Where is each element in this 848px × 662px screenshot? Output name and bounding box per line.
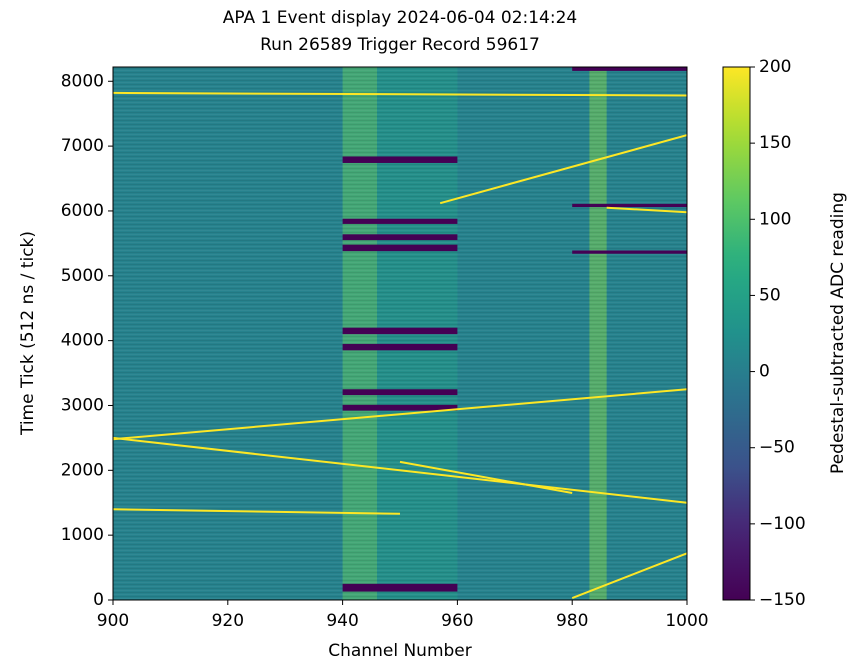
colorbar: [722, 66, 751, 601]
plot-frame: [112, 66, 688, 601]
signal-band: [342, 234, 458, 241]
heatmap: [113, 67, 687, 600]
track: [606, 206, 687, 214]
colorbar-tick-label: 150: [759, 133, 791, 153]
track: [113, 388, 687, 441]
colorbar-tick-label: 50: [759, 285, 781, 305]
colorbar-tick-label: 200: [759, 57, 791, 77]
signal-band: [342, 389, 458, 396]
track: [439, 134, 687, 205]
x-tick-label: 960: [441, 611, 473, 631]
signal-band: [342, 244, 458, 252]
signal-band: [342, 156, 458, 163]
signal-band: [572, 250, 687, 254]
x-tick-label: 940: [326, 611, 358, 631]
chart-subtitle: Run 26589 Trigger Record 59617: [260, 35, 540, 55]
colorbar-label: Pedestal-subtracted ADC reading: [828, 192, 848, 474]
track: [113, 508, 401, 515]
track: [399, 460, 573, 494]
track: [571, 552, 687, 599]
colorbar-tick-label: −150: [759, 590, 806, 610]
x-axis-label: Channel Number: [328, 641, 472, 661]
track: [113, 91, 687, 97]
y-tick-label: 0: [93, 590, 104, 610]
y-tick-label: 7000: [61, 136, 104, 156]
x-tick-label: 1000: [665, 611, 708, 631]
signal-band: [342, 343, 458, 351]
colorbar-tick-label: −50: [759, 438, 795, 458]
y-tick-label: 6000: [61, 201, 104, 221]
y-axis-label: Time Tick (512 ns / tick): [18, 231, 38, 436]
signal-band: [342, 404, 458, 411]
y-tick-label: 3000: [61, 395, 104, 415]
y-tick-label: 2000: [61, 460, 104, 480]
colorbar-tick-label: 0: [759, 362, 770, 382]
y-tick-label: 1000: [61, 525, 104, 545]
x-tick-label: 980: [556, 611, 588, 631]
signal-band: [342, 583, 458, 592]
chart-title: APA 1 Event display 2024-06-04 02:14:24: [223, 8, 577, 28]
signal-band: [572, 67, 687, 71]
track: [113, 436, 687, 504]
signal-band: [342, 327, 458, 335]
y-tick-label: 4000: [61, 331, 104, 351]
x-tick-label: 900: [97, 611, 129, 631]
signal-band: [572, 203, 687, 208]
y-tick-label: 8000: [61, 71, 104, 91]
x-tick-label: 920: [212, 611, 244, 631]
signal-band: [342, 218, 458, 224]
colorbar-tick-label: −100: [759, 514, 806, 534]
y-tick-label: 5000: [61, 266, 104, 286]
colorbar-tick-label: 100: [759, 209, 791, 229]
